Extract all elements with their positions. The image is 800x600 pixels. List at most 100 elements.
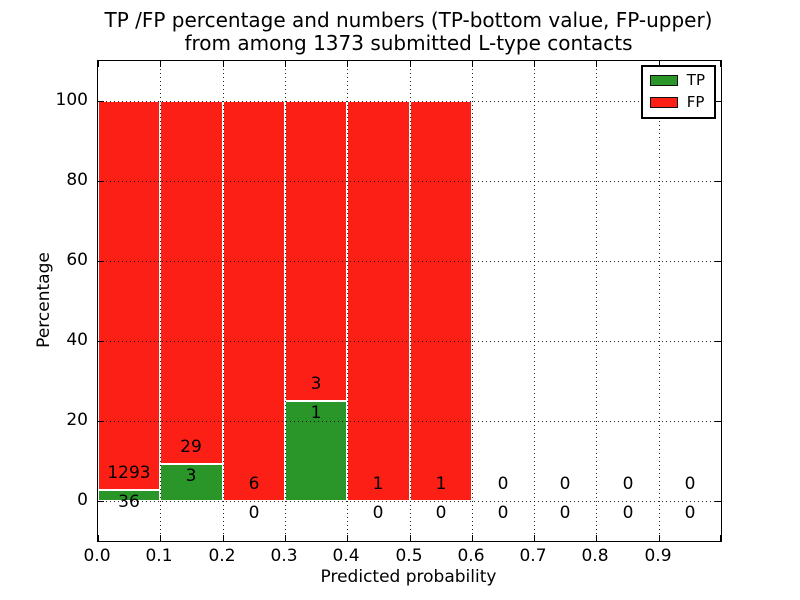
gridline-x bbox=[223, 61, 224, 541]
x-tick-mark bbox=[596, 535, 597, 541]
x-tick-mark bbox=[534, 61, 535, 67]
x-tick-label: 0.3 bbox=[270, 546, 298, 566]
legend: TP FP bbox=[640, 65, 716, 119]
x-tick-mark bbox=[410, 535, 411, 541]
y-tick-mark bbox=[715, 341, 721, 342]
fp-color-swatch bbox=[649, 97, 678, 108]
tp-count-label: 0 bbox=[497, 503, 509, 523]
x-tick-label: 0.0 bbox=[83, 546, 111, 566]
legend-item-fp: FP bbox=[649, 93, 705, 111]
bar-fp-segment bbox=[160, 101, 223, 464]
x-tick-mark bbox=[472, 61, 473, 67]
fp-count-label: 1293 bbox=[107, 463, 151, 483]
y-tick-mark bbox=[98, 101, 104, 102]
gridline-x bbox=[596, 61, 597, 541]
gridline-x bbox=[472, 61, 473, 541]
x-tick-mark bbox=[720, 61, 721, 67]
x-tick-mark bbox=[596, 61, 597, 67]
tp-count-label: 0 bbox=[248, 503, 260, 523]
legend-label-tp: TP bbox=[686, 71, 705, 89]
fp-count-label: 1 bbox=[372, 474, 384, 494]
x-tick-mark bbox=[347, 535, 348, 541]
bar-tp-segment bbox=[285, 401, 347, 501]
tp-count-label: 0 bbox=[622, 503, 634, 523]
tp-count-label: 3 bbox=[185, 466, 197, 486]
gridline-y bbox=[98, 421, 721, 422]
x-tick-label: 0.6 bbox=[457, 546, 485, 566]
gridline-x bbox=[659, 61, 660, 541]
tp-count-label: 0 bbox=[435, 503, 447, 523]
x-tick-label: 0.8 bbox=[581, 546, 609, 566]
bar-fp-segment bbox=[285, 101, 347, 401]
gridline-y bbox=[98, 261, 721, 262]
x-tick-mark bbox=[160, 535, 161, 541]
x-tick-label: 0.5 bbox=[395, 546, 423, 566]
x-tick-mark bbox=[347, 61, 348, 67]
fp-count-label: 6 bbox=[248, 474, 260, 494]
fp-count-label: 29 bbox=[180, 437, 202, 457]
gridline-y bbox=[98, 501, 721, 502]
y-tick-mark bbox=[98, 261, 104, 262]
x-tick-mark bbox=[410, 61, 411, 67]
gridline-y bbox=[98, 341, 721, 342]
gridline-x bbox=[160, 61, 161, 541]
bar-tp-segment bbox=[98, 490, 160, 501]
chart-title-line1: TP /FP percentage and numbers (TP-bottom… bbox=[104, 8, 713, 32]
fp-count-label: 0 bbox=[497, 474, 509, 494]
fp-count-label: 0 bbox=[559, 474, 571, 494]
y-tick-label: 0 bbox=[77, 490, 88, 510]
y-tick-label: 60 bbox=[66, 250, 88, 270]
y-tick-label: 20 bbox=[66, 410, 88, 430]
x-axis-label: Predicted probability bbox=[320, 567, 497, 587]
y-tick-label: 80 bbox=[66, 170, 88, 190]
fp-count-label: 3 bbox=[310, 374, 322, 394]
tp-color-swatch bbox=[649, 75, 678, 86]
y-tick-mark bbox=[98, 421, 104, 422]
tp-count-label: 1 bbox=[310, 403, 322, 423]
bar-fp-segment bbox=[98, 101, 160, 491]
bar-fp-segment bbox=[347, 101, 410, 501]
y-tick-mark bbox=[98, 501, 104, 502]
tp-count-label: 0 bbox=[684, 503, 696, 523]
y-tick-label: 100 bbox=[55, 90, 88, 110]
bar-tp-segment bbox=[160, 463, 223, 501]
fp-count-label: 0 bbox=[622, 474, 634, 494]
bar-fp-segment bbox=[410, 101, 472, 501]
y-tick-mark bbox=[715, 261, 721, 262]
x-tick-mark bbox=[472, 535, 473, 541]
y-tick-mark bbox=[715, 421, 721, 422]
gridline-x bbox=[347, 61, 348, 541]
x-tick-mark bbox=[98, 61, 99, 67]
x-tick-label: 0.7 bbox=[519, 546, 547, 566]
y-tick-mark bbox=[715, 181, 721, 182]
tp-count-label: 0 bbox=[559, 503, 571, 523]
x-tick-mark bbox=[285, 535, 286, 541]
x-tick-label: 0.2 bbox=[208, 546, 236, 566]
x-tick-mark bbox=[659, 61, 660, 67]
fp-count-label: 0 bbox=[684, 474, 696, 494]
y-tick-mark bbox=[715, 101, 721, 102]
gridline-y bbox=[98, 101, 721, 102]
plot-area: TP FP 1293 36 29 3 6 0 3 1 1 0 1 0 0 0 0 0 0 0 0 0 bbox=[97, 60, 722, 542]
gridline-x bbox=[410, 61, 411, 541]
legend-label-fp: FP bbox=[686, 93, 705, 111]
x-tick-label: 0.1 bbox=[145, 546, 173, 566]
gridline-y bbox=[98, 181, 721, 182]
x-tick-mark bbox=[223, 535, 224, 541]
legend-item-tp: TP bbox=[649, 71, 705, 89]
y-tick-mark bbox=[715, 501, 721, 502]
x-tick-label: 0.9 bbox=[644, 546, 672, 566]
y-tick-mark bbox=[98, 181, 104, 182]
x-tick-mark bbox=[160, 61, 161, 67]
x-tick-label: 0.4 bbox=[332, 546, 360, 566]
x-tick-mark bbox=[223, 61, 224, 67]
chart-title: TP /FP percentage and numbers (TP-bottom… bbox=[97, 9, 720, 55]
fp-count-label: 1 bbox=[435, 474, 447, 494]
y-tick-label: 40 bbox=[66, 330, 88, 350]
tp-count-label: 0 bbox=[372, 503, 384, 523]
tp-count-label: 36 bbox=[118, 492, 140, 512]
x-tick-mark bbox=[659, 535, 660, 541]
x-tick-mark bbox=[285, 61, 286, 67]
x-tick-mark bbox=[720, 535, 721, 541]
